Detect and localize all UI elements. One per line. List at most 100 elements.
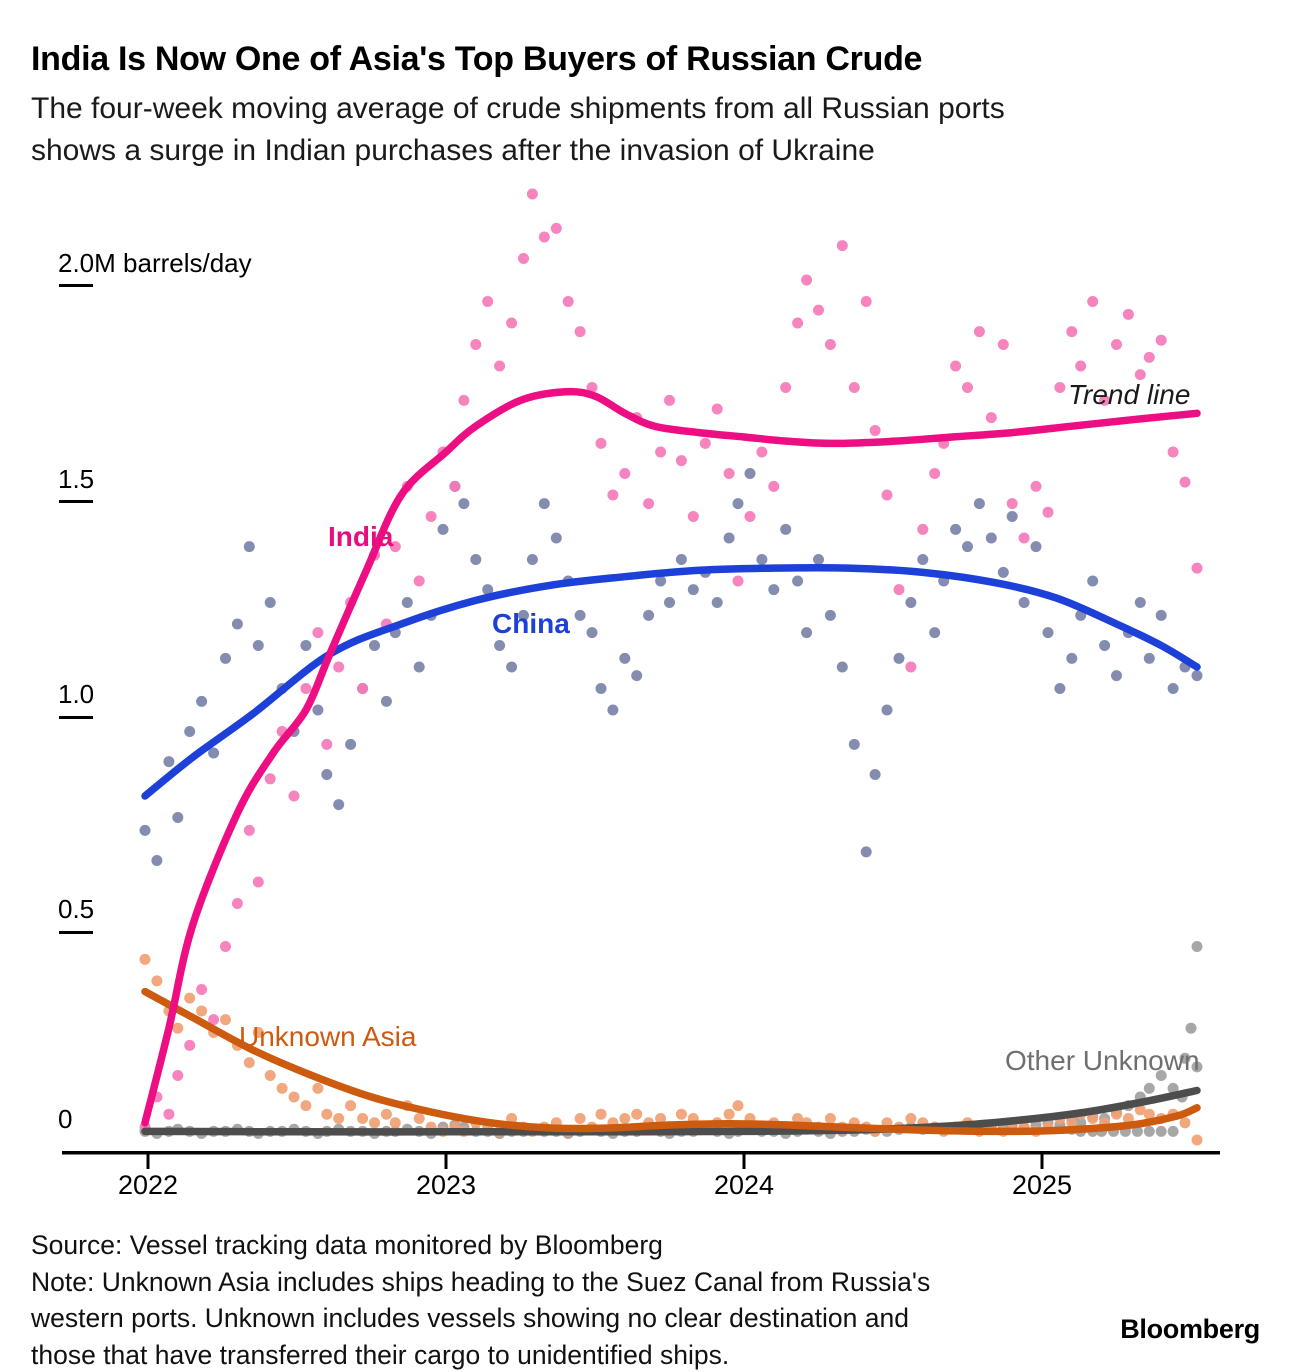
scatter-dot-india (196, 984, 208, 995)
scatter-dot-india (893, 584, 905, 596)
scatter-dot-china (1030, 541, 1042, 553)
scatter-dot-india (836, 240, 848, 252)
scatter-dot-unknown-asia (389, 1117, 401, 1129)
y-tick-label-2_0: 2.0M barrels/day (58, 248, 252, 278)
scatter-dot-unknown-asia (276, 1082, 288, 1094)
scatter-dot-china (768, 584, 780, 596)
scatter-dot-china (380, 695, 392, 707)
scatter-dot-china (723, 532, 735, 544)
scatter-dot-unknown-asia (196, 1005, 208, 1017)
scatter-dot-china (917, 554, 929, 565)
scatter-dot-china (1134, 597, 1146, 608)
bloomberg-logo: Bloomberg (1120, 1314, 1260, 1344)
scatter-dot-india (586, 382, 598, 393)
scatter-dot-india (482, 296, 494, 307)
scatter-dot-china (139, 824, 151, 836)
scatter-dot-india (1179, 476, 1191, 488)
series-china-dots (139, 468, 1203, 866)
scatter-dot-india (699, 437, 711, 449)
scatter-dot-other-unknown (1167, 1125, 1179, 1137)
scatter-dot-china (1099, 640, 1111, 651)
scatter-dot-unknown-asia (723, 1108, 735, 1120)
scatter-dot-other-unknown (1167, 1082, 1179, 1094)
scatter-dot-unknown-asia (413, 1113, 425, 1124)
scatter-dot-india (1075, 360, 1087, 372)
scatter-dot-india (252, 876, 264, 888)
scatter-dot-china (321, 769, 333, 780)
scatter-dot-china (607, 704, 619, 716)
scatter-dot-india (357, 683, 369, 694)
scatter-dot-china (526, 554, 538, 565)
scatter-dot-china (184, 726, 196, 737)
scatter-dot-china (494, 640, 506, 651)
scatter-dot-india (711, 403, 723, 415)
scatter-dot-china (231, 618, 243, 630)
scatter-dot-unknown-asia (1066, 1117, 1078, 1129)
scatter-dot-india (780, 382, 792, 393)
scatter-dot-china (163, 756, 175, 768)
trend-line-china (141, 563, 1201, 800)
scatter-dot-china (196, 695, 208, 707)
scatter-dot-india (1122, 308, 1134, 320)
x-tick-label-2023: 2023 (416, 1170, 476, 1200)
scatter-dot-india (243, 824, 255, 836)
scatter-dot-china (208, 747, 220, 759)
scatter-dot-india (1134, 369, 1146, 381)
scatter-dot-unknown-asia (252, 1027, 264, 1038)
scatter-dot-other-unknown (1143, 1082, 1155, 1094)
scatter-dot-india (675, 455, 687, 467)
trend-line-other-unknown (141, 1086, 1201, 1136)
x-tick-2024 (742, 1154, 746, 1169)
scatter-dot-unknown-asia (1143, 1108, 1155, 1120)
scatter-dot-china (950, 523, 962, 535)
scatter-dot-unknown-asia (631, 1108, 643, 1120)
scatter-dot-china (401, 597, 413, 608)
scatter-dot-china (312, 704, 324, 716)
scatter-dot-china (1167, 683, 1179, 694)
scatter-dot-china (997, 566, 1009, 578)
scatter-dot-india (413, 575, 425, 587)
scatter-dot-india (333, 661, 345, 673)
scatter-dot-other-unknown (1155, 1125, 1167, 1137)
scatter-dot-unknown-asia (243, 1057, 255, 1069)
scatter-dot-china (437, 523, 449, 535)
scatter-dot-india (756, 446, 768, 458)
scatter-dot-unknown-asia (905, 1113, 917, 1124)
scatter-dot-china (151, 855, 163, 866)
scatter-dot-india (664, 394, 675, 406)
scatter-dot-india (300, 683, 312, 694)
scatter-dot-india (1191, 562, 1203, 574)
scatter-dot-unknown-asia (1179, 1117, 1191, 1129)
scatter-dot-india (288, 790, 300, 802)
scatter-dot-china (1054, 683, 1066, 694)
scatter-dot-india (1042, 506, 1054, 518)
scatter-dot-unknown-asia (357, 1113, 369, 1124)
scatter-dot-unknown-asia (172, 1022, 184, 1034)
scatter-dot-china (962, 541, 973, 553)
scatter-dot-india (607, 489, 619, 501)
scatter-dot-china (792, 575, 804, 587)
scatter-dot-india (526, 188, 538, 200)
x-axis-line (62, 1151, 1220, 1155)
series-label-china: China (492, 608, 570, 639)
scatter-dot-china (869, 769, 881, 780)
scatter-dot-china (619, 652, 631, 664)
scatter-dot-other-unknown (1143, 1125, 1155, 1137)
scatter-dot-india (1018, 532, 1030, 544)
scatter-dot-india (1167, 446, 1179, 458)
scatter-dot-china (1006, 511, 1018, 522)
x-tick-2022 (146, 1154, 150, 1169)
series-label-india: India (328, 521, 394, 552)
scatter-dot-india (950, 360, 962, 372)
scatter-dot-china (333, 799, 345, 811)
scatter-dot-china (860, 846, 872, 858)
scatter-dot-india (723, 468, 735, 479)
scatter-dot-unknown-asia (264, 1070, 276, 1081)
chart-subtitle: The four-week moving average of crude sh… (31, 88, 1261, 172)
scatter-dot-china (1087, 575, 1099, 587)
scatter-dot-china (780, 523, 792, 535)
scatter-dot-china (595, 683, 607, 694)
x-tick-2023 (444, 1154, 448, 1169)
scatter-dot-india (1155, 334, 1167, 346)
x-tick-label-2025: 2025 (1012, 1170, 1072, 1200)
